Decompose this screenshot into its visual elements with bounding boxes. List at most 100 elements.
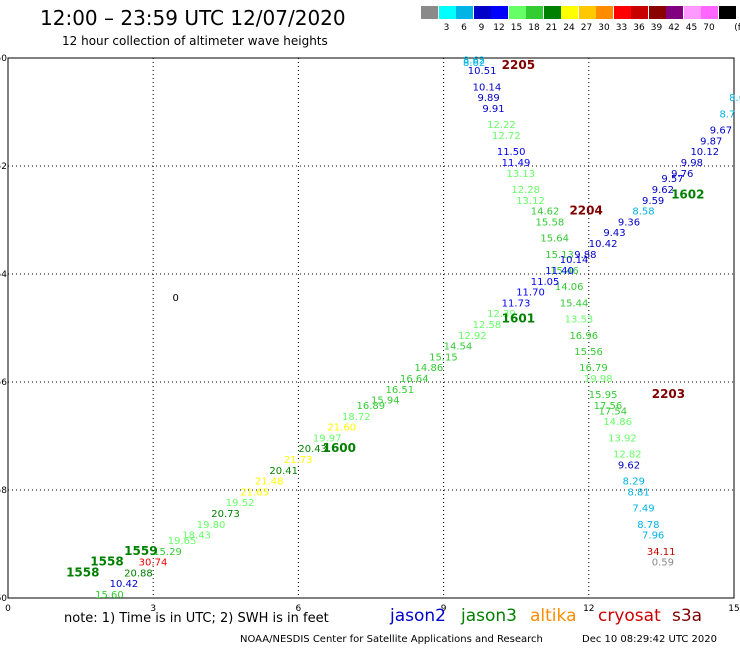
legend-swatch <box>631 6 648 19</box>
data-label: 21.73 <box>284 455 313 466</box>
y-tick-label: -58 <box>0 486 7 496</box>
data-label: 12.28 <box>511 185 540 196</box>
data-label: 9.76 <box>671 169 693 180</box>
legend-label: 42 <box>668 23 680 33</box>
legend-swatch <box>491 6 508 19</box>
legend-swatch <box>701 6 718 19</box>
data-label: 7.49 <box>632 504 654 515</box>
data-label: 13.53 <box>565 315 594 326</box>
satellite-label-jason2: jason2 <box>390 606 446 626</box>
data-label: 8.62 <box>463 55 485 66</box>
y-tick-label: -56 <box>0 378 7 388</box>
time-label: 2205 <box>502 58 535 72</box>
data-label: 20.88 <box>124 568 153 579</box>
y-tick-label: -52 <box>0 162 7 172</box>
data-label: 10.42 <box>589 239 618 250</box>
data-label: 30.74 <box>139 558 168 569</box>
data-label: 15.13 <box>545 250 574 261</box>
legend-swatch <box>648 6 666 19</box>
time-label: 1601 <box>502 312 535 326</box>
legend-label: 39 <box>650 23 663 33</box>
data-label: 34.11 <box>647 547 676 558</box>
data-label: 9.43 <box>603 228 625 239</box>
data-label: 20.73 <box>211 509 240 520</box>
data-label: 21.48 <box>255 477 284 488</box>
data-label: 9.62 <box>618 460 640 471</box>
data-label: 0.59 <box>652 558 674 569</box>
data-label: 16.89 <box>356 401 385 412</box>
data-label: 14.06 <box>555 282 584 293</box>
data-label: 11.05 <box>531 277 560 288</box>
data-label: 11.49 <box>502 158 531 169</box>
data-label: 15.94 <box>371 396 400 407</box>
legend-unit: (ft) <box>734 23 740 33</box>
data-label: 9.98 <box>681 158 703 169</box>
legend-label: 15 <box>510 23 523 33</box>
x-tick-label: 6 <box>296 604 302 614</box>
data-label: 15.58 <box>536 217 565 228</box>
data-label: 15.56 <box>574 347 603 358</box>
y-tick-label: -54 <box>0 270 7 280</box>
data-label: 12.22 <box>487 120 516 131</box>
legend-swatch <box>421 6 438 19</box>
data-label: 18.43 <box>182 531 211 542</box>
legend-label: 27 <box>580 23 593 33</box>
time-label: 1559 <box>124 544 157 558</box>
legend-label: 33 <box>615 23 628 33</box>
data-label: 9.57 <box>661 174 683 185</box>
footer-note: note: 1) Time is in UTC; 2) SWH is in fe… <box>64 611 329 626</box>
data-label: 8.81 <box>628 487 650 498</box>
data-label: 15.64 <box>540 234 569 245</box>
data-label: 8.7 <box>719 109 735 120</box>
data-label: 13.12 <box>516 196 545 207</box>
data-label: 19.65 <box>168 536 197 547</box>
x-tick-label: 3 <box>150 604 156 614</box>
data-label: 9.62 <box>652 185 674 196</box>
y-tick-label: -60 <box>0 594 7 604</box>
satellite-label-s3a: s3a <box>672 606 703 626</box>
data-label: 14.54 <box>444 342 473 353</box>
data-label: 8.78 <box>637 520 659 531</box>
data-label: 20.43 <box>298 444 327 455</box>
x-tick-label: 9 <box>441 604 447 614</box>
legend-swatch <box>508 6 526 19</box>
data-label: 10.14 <box>473 82 502 93</box>
satellite-label-altika: altika <box>530 606 577 626</box>
data-label: 7.96 <box>642 531 664 542</box>
data-label: 8.62 <box>463 58 485 69</box>
data-label: 9.67 <box>710 126 732 137</box>
legend-label: 70 <box>703 23 715 33</box>
time-label: 1558 <box>90 555 123 569</box>
footer-date: Dec 10 08:29:42 UTC 2020 <box>582 634 717 645</box>
data-label: 15.46 <box>550 266 579 277</box>
legend-label: 12 <box>493 23 505 33</box>
data-label: 19.97 <box>313 433 342 444</box>
data-label: 8.29 <box>623 477 645 488</box>
data-label: 8.6 <box>729 93 740 104</box>
legend-label: 30 <box>598 23 610 33</box>
data-label: 9.59 <box>642 196 664 207</box>
page-title: 12:00 – 23:59 UTC 12/07/2020 <box>40 6 346 30</box>
page-subtitle: 12 hour collection of altimeter wave hei… <box>62 34 328 48</box>
data-label: 9.91 <box>482 104 504 115</box>
data-label: 11.40 <box>545 266 574 277</box>
legend-swatch <box>561 6 578 19</box>
time-label: 1558 <box>66 565 99 579</box>
legend-label: 21 <box>545 23 558 33</box>
data-label: 14.86 <box>415 363 444 374</box>
legend-swatch <box>666 6 683 19</box>
data-label: 16.96 <box>569 331 598 342</box>
data-label: 21.65 <box>240 487 269 498</box>
legend-swatch <box>526 6 543 19</box>
data-label: 8.58 <box>632 207 654 218</box>
time-label: 1600 <box>323 441 356 455</box>
data-label: 15.29 <box>153 547 182 558</box>
data-label: 13.13 <box>507 169 536 180</box>
data-label: 11.73 <box>502 298 531 309</box>
time-label: 1602 <box>671 187 704 201</box>
data-label: 19.52 <box>226 498 255 509</box>
data-label: 9.36 <box>618 217 640 228</box>
data-label: 16.64 <box>400 374 429 385</box>
legend-swatch <box>613 6 631 19</box>
